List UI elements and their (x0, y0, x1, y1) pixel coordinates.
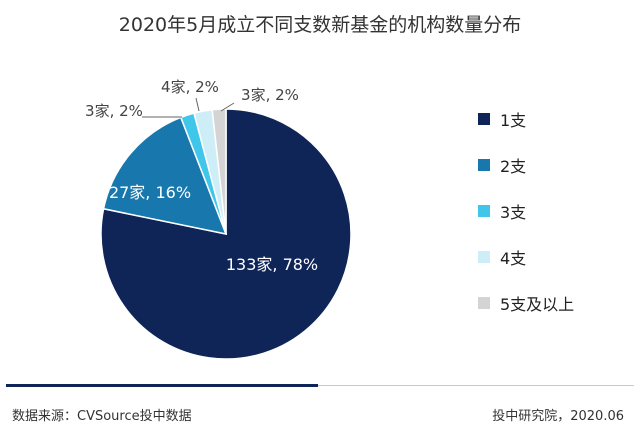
leader-line-5 (220, 102, 235, 112)
data-label-1: 133家, 78% (226, 255, 318, 274)
legend-label: 1支 (500, 111, 527, 130)
legend-label: 5支及以上 (500, 295, 575, 314)
legend-item-4: 4支 (478, 246, 526, 268)
legend-swatch (478, 297, 490, 309)
pie-slice-2 (102, 116, 228, 236)
footer-divider-dark (6, 384, 318, 387)
data-label-2: 27家, 16% (109, 183, 191, 202)
chart-title: 2020年5月成立不同支数新基金的机构数量分布 (118, 14, 522, 36)
legend-label: 4支 (500, 249, 527, 268)
legend-label: 3支 (500, 203, 527, 222)
data-label-4: 4家, 2% (161, 78, 219, 96)
data-label-3: 3家, 2% (85, 102, 143, 120)
legend-label: 2支 (500, 157, 527, 176)
legend-swatch (478, 251, 490, 263)
publisher-note: 投中研究院，2020.06 (492, 409, 624, 424)
pie-slice-5 (211, 108, 227, 235)
footer-divider-light (318, 385, 634, 386)
legend-item-3: 3支 (478, 200, 526, 222)
legend-item-2: 2支 (478, 154, 526, 176)
legend-swatch (478, 113, 490, 125)
legend-swatch (478, 159, 490, 171)
legend-swatch (478, 205, 490, 217)
legend-item-5: 5支及以上 (478, 292, 574, 314)
data-label-5: 3家, 2% (241, 86, 299, 104)
leader-line-4 (195, 97, 200, 112)
legend-item-1: 1支 (478, 108, 526, 130)
data-source-note: 数据来源：CVSource投中数据 (12, 409, 192, 424)
